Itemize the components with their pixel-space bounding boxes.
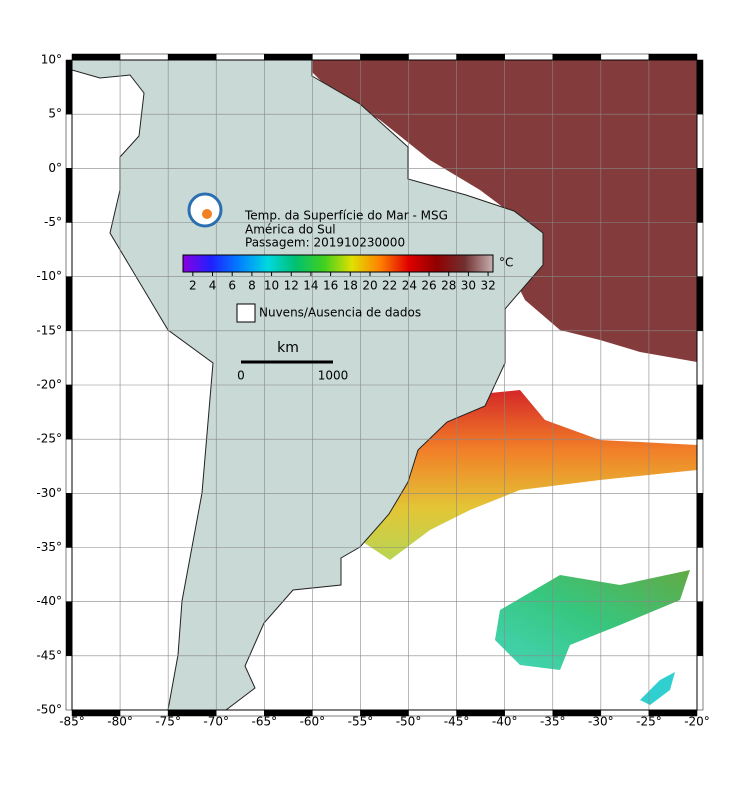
colorbar-tick-label: 10 xyxy=(264,279,279,293)
frame-segment xyxy=(65,59,73,115)
frame-segment xyxy=(696,601,704,657)
x-tick-label: -70° xyxy=(203,715,229,729)
x-tick-label: -55° xyxy=(348,715,374,729)
no-data-label: Nuvens/Ausencia de dados xyxy=(259,306,421,320)
region: América do Sul xyxy=(245,223,336,237)
frame-segment xyxy=(696,113,704,169)
frame-segment xyxy=(65,438,73,494)
scale-end: 1000 xyxy=(318,369,349,383)
colorbar-tick-label: 2 xyxy=(189,279,197,293)
frame-segment xyxy=(600,53,650,61)
frame-segment xyxy=(215,53,265,61)
colorbar-tick-label: 4 xyxy=(209,279,217,293)
colorbar-tick-label: 20 xyxy=(362,279,377,293)
x-tick-label: -40° xyxy=(492,715,518,729)
colorbar-tick-label: 16 xyxy=(323,279,338,293)
frame-segment xyxy=(696,384,704,440)
colorbar-unit: °C xyxy=(499,256,513,270)
x-tick-label: -25° xyxy=(636,715,662,729)
colorbar-tick-label: 14 xyxy=(303,279,318,293)
frame-segment xyxy=(648,53,698,61)
x-tick-label: -85° xyxy=(59,715,85,729)
frame-segment xyxy=(312,53,361,61)
frame-segment xyxy=(360,53,409,61)
frame-segment xyxy=(65,655,73,711)
no-data-swatch xyxy=(236,303,256,323)
y-tick-label: 5° xyxy=(48,107,62,121)
colorbar-tick-label: 24 xyxy=(402,279,417,293)
frame-segment xyxy=(696,168,704,223)
y-tick-label: -50° xyxy=(36,703,62,717)
y-tick-label: -5° xyxy=(44,215,62,229)
frame-segment xyxy=(264,53,313,61)
x-tick-label: -65° xyxy=(252,715,278,729)
frame-segment xyxy=(456,53,505,61)
x-tick-label: -80° xyxy=(107,715,133,729)
frame-segment xyxy=(696,59,704,115)
frame-segment xyxy=(696,330,704,386)
y-tick-label: -45° xyxy=(36,648,62,662)
colorbar-tick-label: 22 xyxy=(382,279,397,293)
frame-segment xyxy=(65,222,73,277)
y-tick-label: -30° xyxy=(36,486,62,500)
frame-segment xyxy=(65,168,73,223)
colorbar-tick-label: 18 xyxy=(343,279,358,293)
frame-segment xyxy=(71,53,121,61)
x-tick-label: -75° xyxy=(155,715,181,729)
x-tick-label: -45° xyxy=(444,715,470,729)
frame-segment xyxy=(504,53,554,61)
frame-segment xyxy=(696,547,704,602)
y-tick-label: 0° xyxy=(48,161,62,175)
frame xyxy=(71,59,698,711)
logo xyxy=(187,192,223,228)
frame-segment xyxy=(65,493,73,548)
y-tick-label: -15° xyxy=(36,323,62,337)
y-tick-label: -20° xyxy=(36,378,62,392)
frame-segment xyxy=(696,222,704,277)
axes: -85° -80° -75° -70° -65° -60° -55° -50° -45° -40°… xyxy=(36,53,709,729)
frame-segment xyxy=(696,438,704,494)
frame-segment xyxy=(696,276,704,332)
sst-field xyxy=(300,60,697,705)
frame-segment xyxy=(119,53,169,61)
frame-segment xyxy=(65,384,73,440)
colorbar-tick-label: 8 xyxy=(248,279,256,293)
pass: Passagem: 201910230000 xyxy=(245,236,405,250)
x-tick-label: -30° xyxy=(588,715,614,729)
y-tick-label: -10° xyxy=(36,269,62,283)
y-tick-label: -35° xyxy=(36,540,62,554)
frame-segment xyxy=(65,330,73,386)
frame-segment xyxy=(408,53,457,61)
frame-segment xyxy=(65,276,73,332)
frame-segment xyxy=(65,601,73,657)
frame-segment xyxy=(167,53,217,61)
frame-segment xyxy=(65,113,73,169)
x-tick-label: -60° xyxy=(300,715,326,729)
colorbar-tick-label: 26 xyxy=(421,279,436,293)
colorbar-tick-label: 32 xyxy=(480,279,495,293)
colorbar-tick-label: 12 xyxy=(284,279,299,293)
x-tick-label: -50° xyxy=(396,715,422,729)
colorbar-tick-label: 30 xyxy=(461,279,476,293)
frame-segment xyxy=(552,53,602,61)
y-tick-label: -40° xyxy=(36,594,62,608)
x-tick-label: -20° xyxy=(684,715,710,729)
frame-segment xyxy=(696,655,704,711)
colorbar: 2 4 6 8 10 12 14 16 18 20 22 24 26 28 30 32°C xyxy=(182,254,513,293)
y-tick-label: 10° xyxy=(41,53,62,67)
scale-start: 0 xyxy=(237,369,245,383)
scale-unit: km xyxy=(277,340,299,356)
x-tick-label: -35° xyxy=(540,715,566,729)
y-tick-label: -25° xyxy=(36,432,62,446)
colorbar-bar xyxy=(182,254,494,273)
title: Temp. da Superfície do Mar - MSG xyxy=(244,209,448,223)
colorbar-tick-label: 28 xyxy=(441,279,456,293)
frame-segment xyxy=(696,493,704,548)
frame-segment xyxy=(65,547,73,602)
colorbar-tick-label: 6 xyxy=(228,279,236,293)
